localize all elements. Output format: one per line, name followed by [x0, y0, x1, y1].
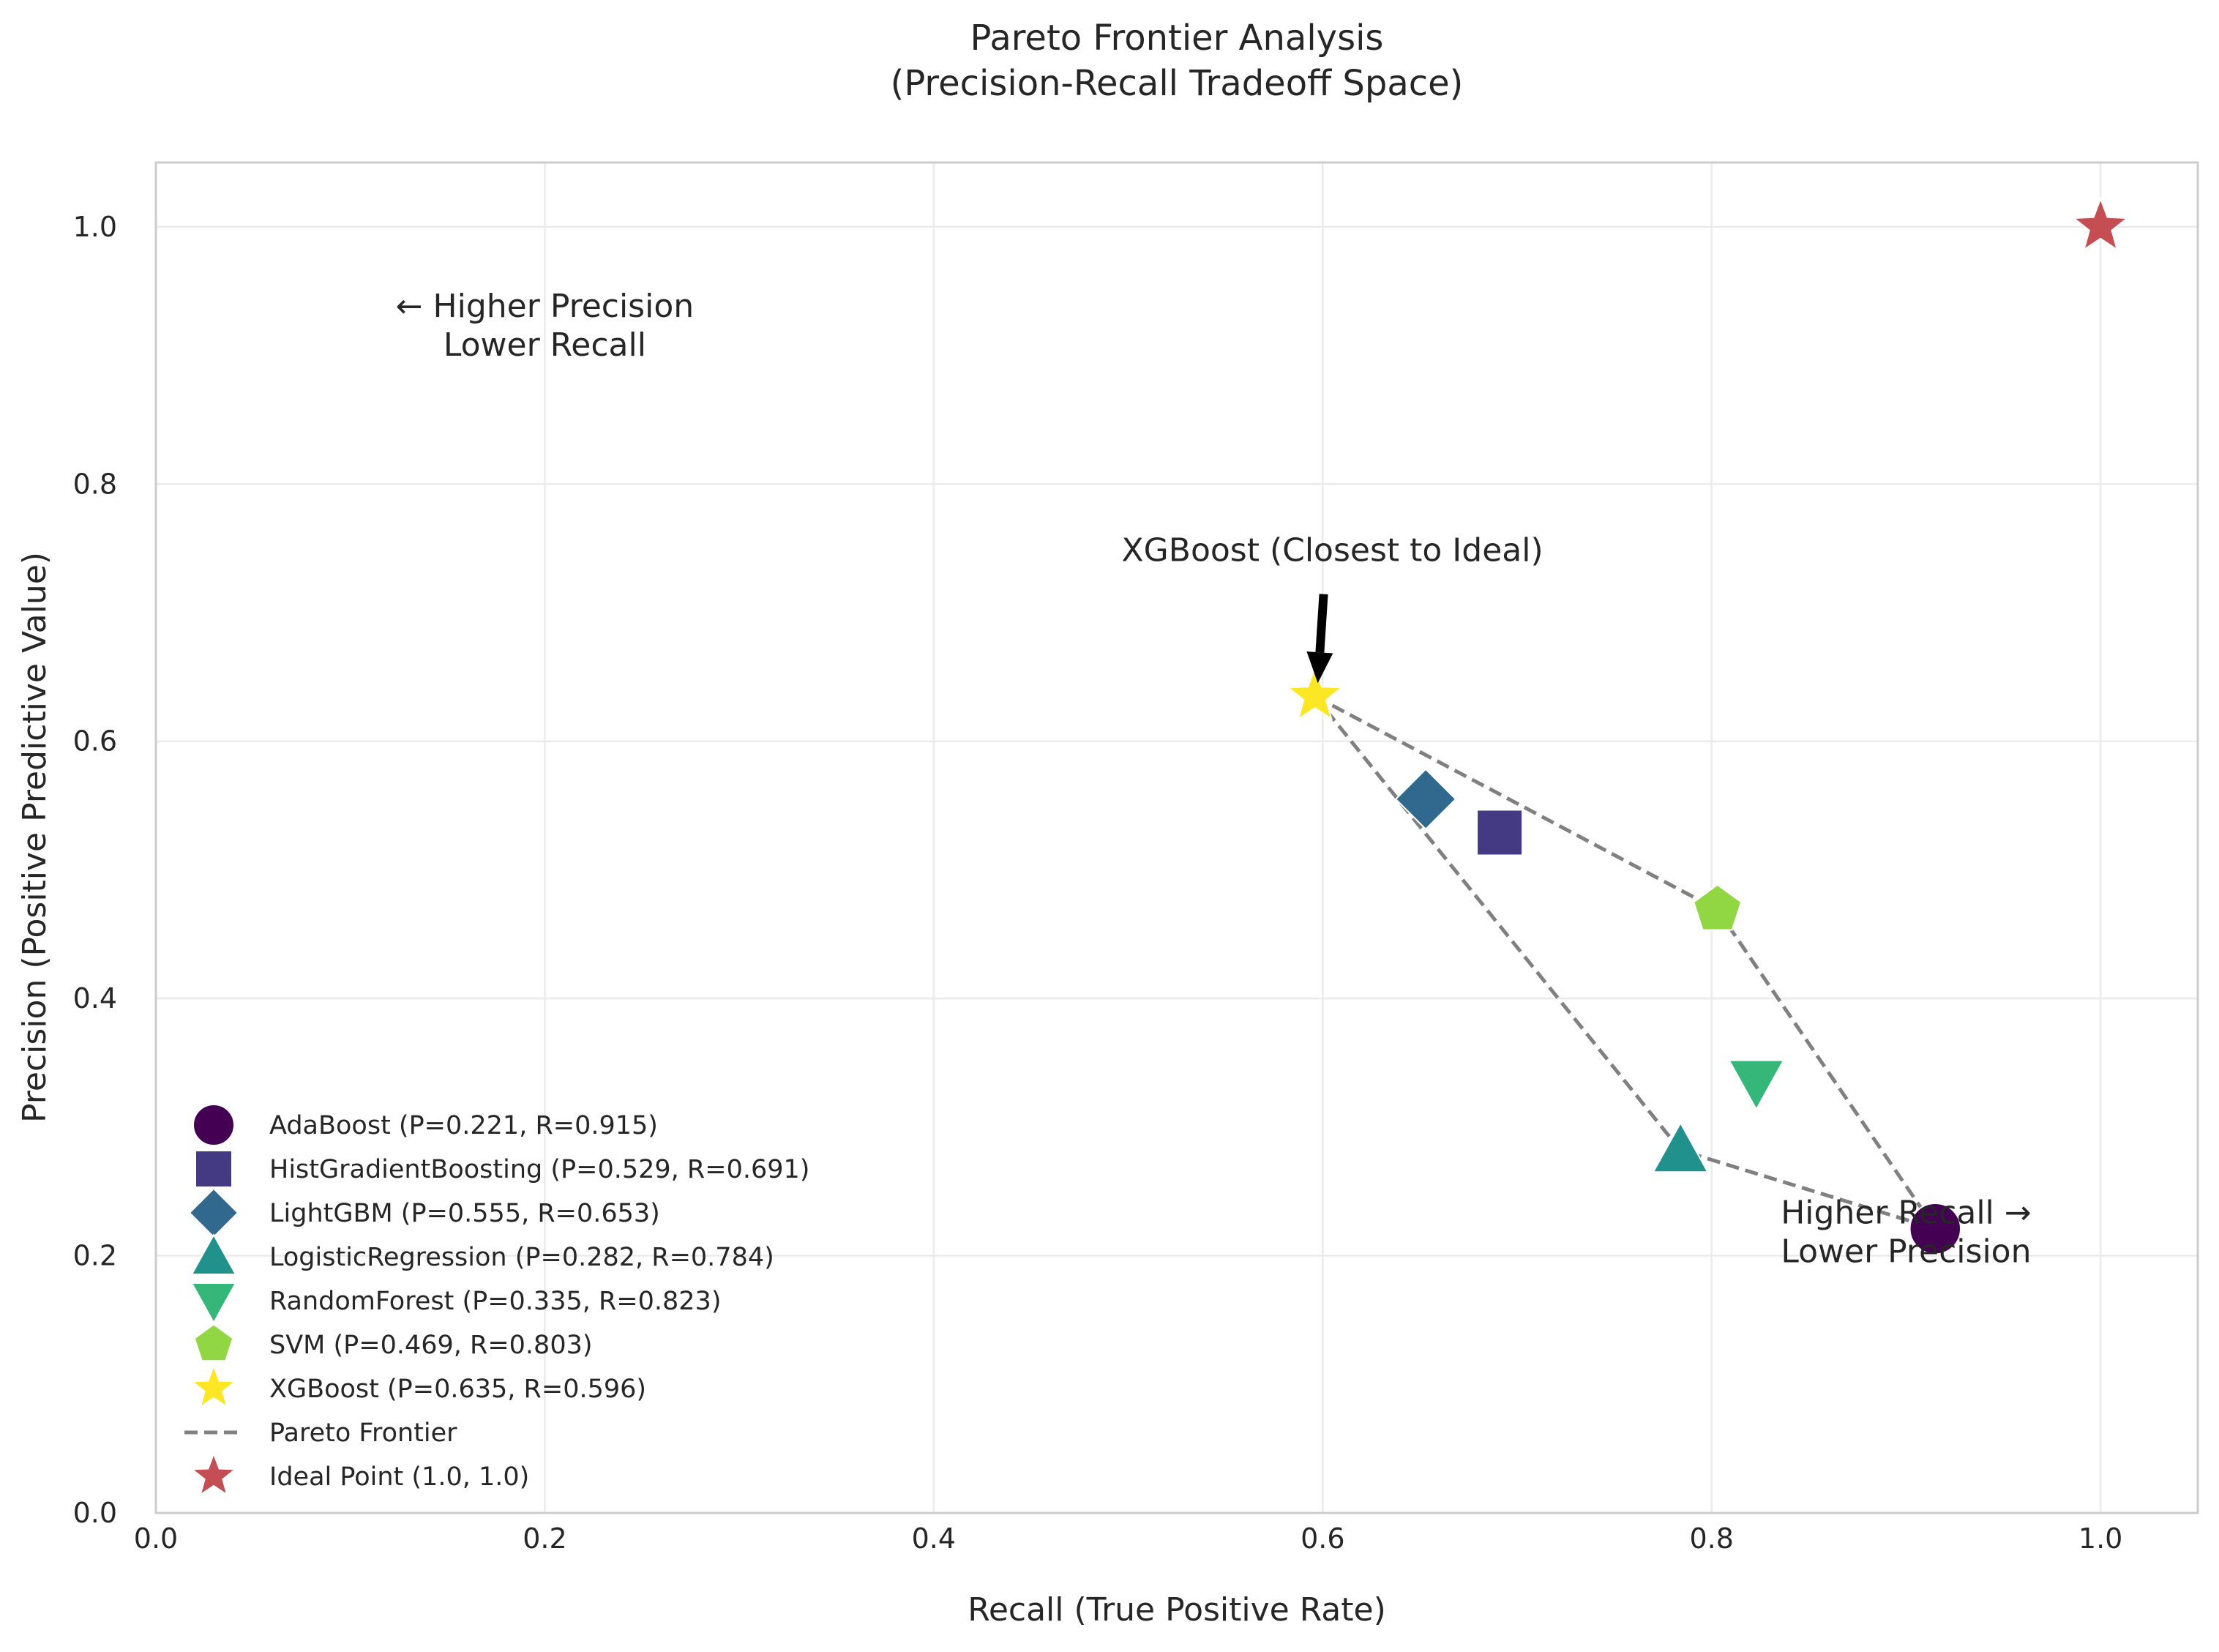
annotation-precision-tradeoff-line: ← Higher Precision	[396, 288, 694, 325]
pareto-frontier-group	[1313, 694, 1940, 1233]
legend-label: Pareto Frontier	[269, 1419, 457, 1448]
legend-label: SVM (P=0.469, R=0.803)	[269, 1331, 593, 1360]
legend-label: AdaBoost (P=0.221, R=0.915)	[269, 1111, 658, 1140]
legend-marker	[193, 1323, 234, 1362]
legend-marker	[190, 1282, 237, 1325]
y-tick-label: 1.0	[73, 211, 117, 243]
annotation-recall-tradeoff-line: Lower Precision	[1781, 1233, 2031, 1271]
y-tick-label: 0.8	[73, 468, 117, 500]
legend-label: Ideal Point (1.0, 1.0)	[269, 1462, 529, 1492]
x-tick-label: 0.6	[1301, 1522, 1344, 1555]
x-axis-label: Recall (True Positive Rate)	[968, 1591, 1386, 1629]
chart-title: Pareto Frontier Analysis	[970, 18, 1384, 59]
point-histgradientboosting	[1476, 809, 1524, 856]
pareto-frontier-line	[1313, 694, 1940, 1233]
x-tick-label: 0.0	[134, 1522, 178, 1555]
ideal-point-marker	[2071, 196, 2130, 252]
y-tick-label: 0.2	[73, 1240, 117, 1272]
point-xgboost	[1286, 665, 1344, 721]
point-logisticregression	[1652, 1121, 1710, 1173]
legend-marker	[190, 1451, 238, 1497]
legend-marker	[195, 1150, 233, 1188]
annotation-xgboost: XGBoost (Closest to Ideal)	[1122, 532, 1543, 569]
annotation-recall-tradeoff-line: Higher Recall →	[1781, 1195, 2031, 1232]
y-tick-label: 0.6	[73, 725, 117, 758]
x-tick-label: 0.2	[523, 1522, 566, 1555]
x-tick-label: 0.4	[912, 1522, 956, 1555]
chart-subtitle: (Precision-Recall Tradeoff Space)	[891, 63, 1464, 104]
y-tick-label: 0.0	[73, 1497, 117, 1529]
legend-label: LightGBM (P=0.555, R=0.653)	[269, 1199, 660, 1228]
legend-marker	[188, 1187, 239, 1238]
legend-label: HistGradientBoosting (P=0.529, R=0.691)	[269, 1155, 809, 1184]
annotation-arrow-head	[1306, 651, 1333, 684]
annotation-arrow-shaft	[1315, 594, 1328, 653]
legend-marker	[190, 1233, 237, 1275]
x-tick-label: 0.8	[1689, 1522, 1733, 1555]
point-adaboost	[1909, 1202, 1962, 1255]
point-lightgbm	[1394, 768, 1457, 831]
plot-frame	[154, 161, 2199, 1514]
point-svm	[1693, 883, 1743, 931]
legend-marker	[192, 1104, 235, 1146]
x-tick-label: 1.0	[2078, 1522, 2122, 1555]
legend-label: RandomForest (P=0.335, R=0.823)	[269, 1287, 721, 1316]
legend-marker	[190, 1364, 238, 1409]
legend: AdaBoost (P=0.221, R=0.915) HistGradientB…	[184, 1104, 809, 1497]
axis-ticks: 0.0 0.2 0.4 0.6 0.8 1.0 0.0 0.2 0.4 0.6 0.8 1.0	[73, 211, 2123, 1555]
y-tick-label: 0.4	[73, 982, 117, 1014]
annotations: XGBoost (Closest to Ideal) ← Higher Preci…	[396, 288, 2032, 1271]
legend-label: XGBoost (P=0.635, R=0.596)	[269, 1375, 646, 1404]
y-axis-label: Precision (Positive Predictive Value)	[16, 552, 53, 1123]
point-randomforest	[1727, 1059, 1785, 1111]
data-points	[1286, 196, 2130, 1255]
annotation-precision-tradeoff-line: Lower Recall	[444, 326, 646, 364]
legend-label: LogisticRegression (P=0.282, R=0.784)	[269, 1243, 774, 1272]
